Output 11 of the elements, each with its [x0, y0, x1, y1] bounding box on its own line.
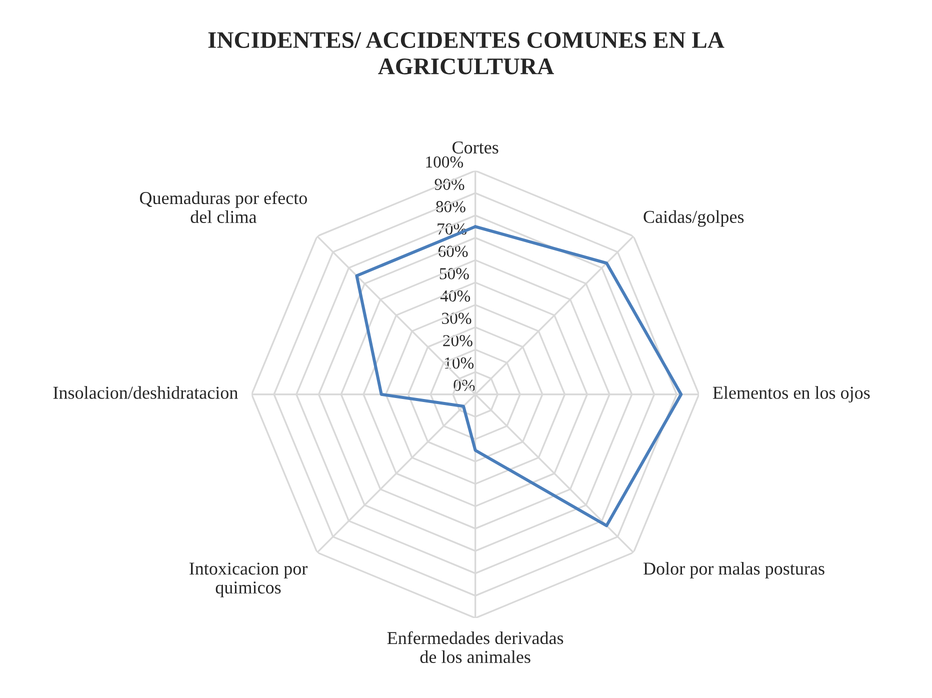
spoke-label: Intoxicacion por quimicos	[189, 562, 308, 598]
y-tick-label: 100%	[426, 156, 464, 168]
spoke-label: Elementos en los ojos	[712, 386, 870, 403]
spoke-label: Enfermedades derivadas de los animales	[387, 631, 564, 664]
chart-title: INCIDENTES/ ACCIDENTES COMUNES EN LA AGRICULTURA	[208, 32, 724, 74]
spoke-label: Dolor por malas posturas	[643, 562, 824, 578]
spoke-label: Quemaduras por efecto del clima	[140, 191, 307, 224]
spoke-label: Caidas/golpes	[644, 210, 744, 227]
spoke-label: Cortes	[452, 141, 498, 154]
spoke-label: Insolacion/deshidratacion	[53, 386, 238, 399]
y-tick-label: 50%	[440, 268, 469, 280]
